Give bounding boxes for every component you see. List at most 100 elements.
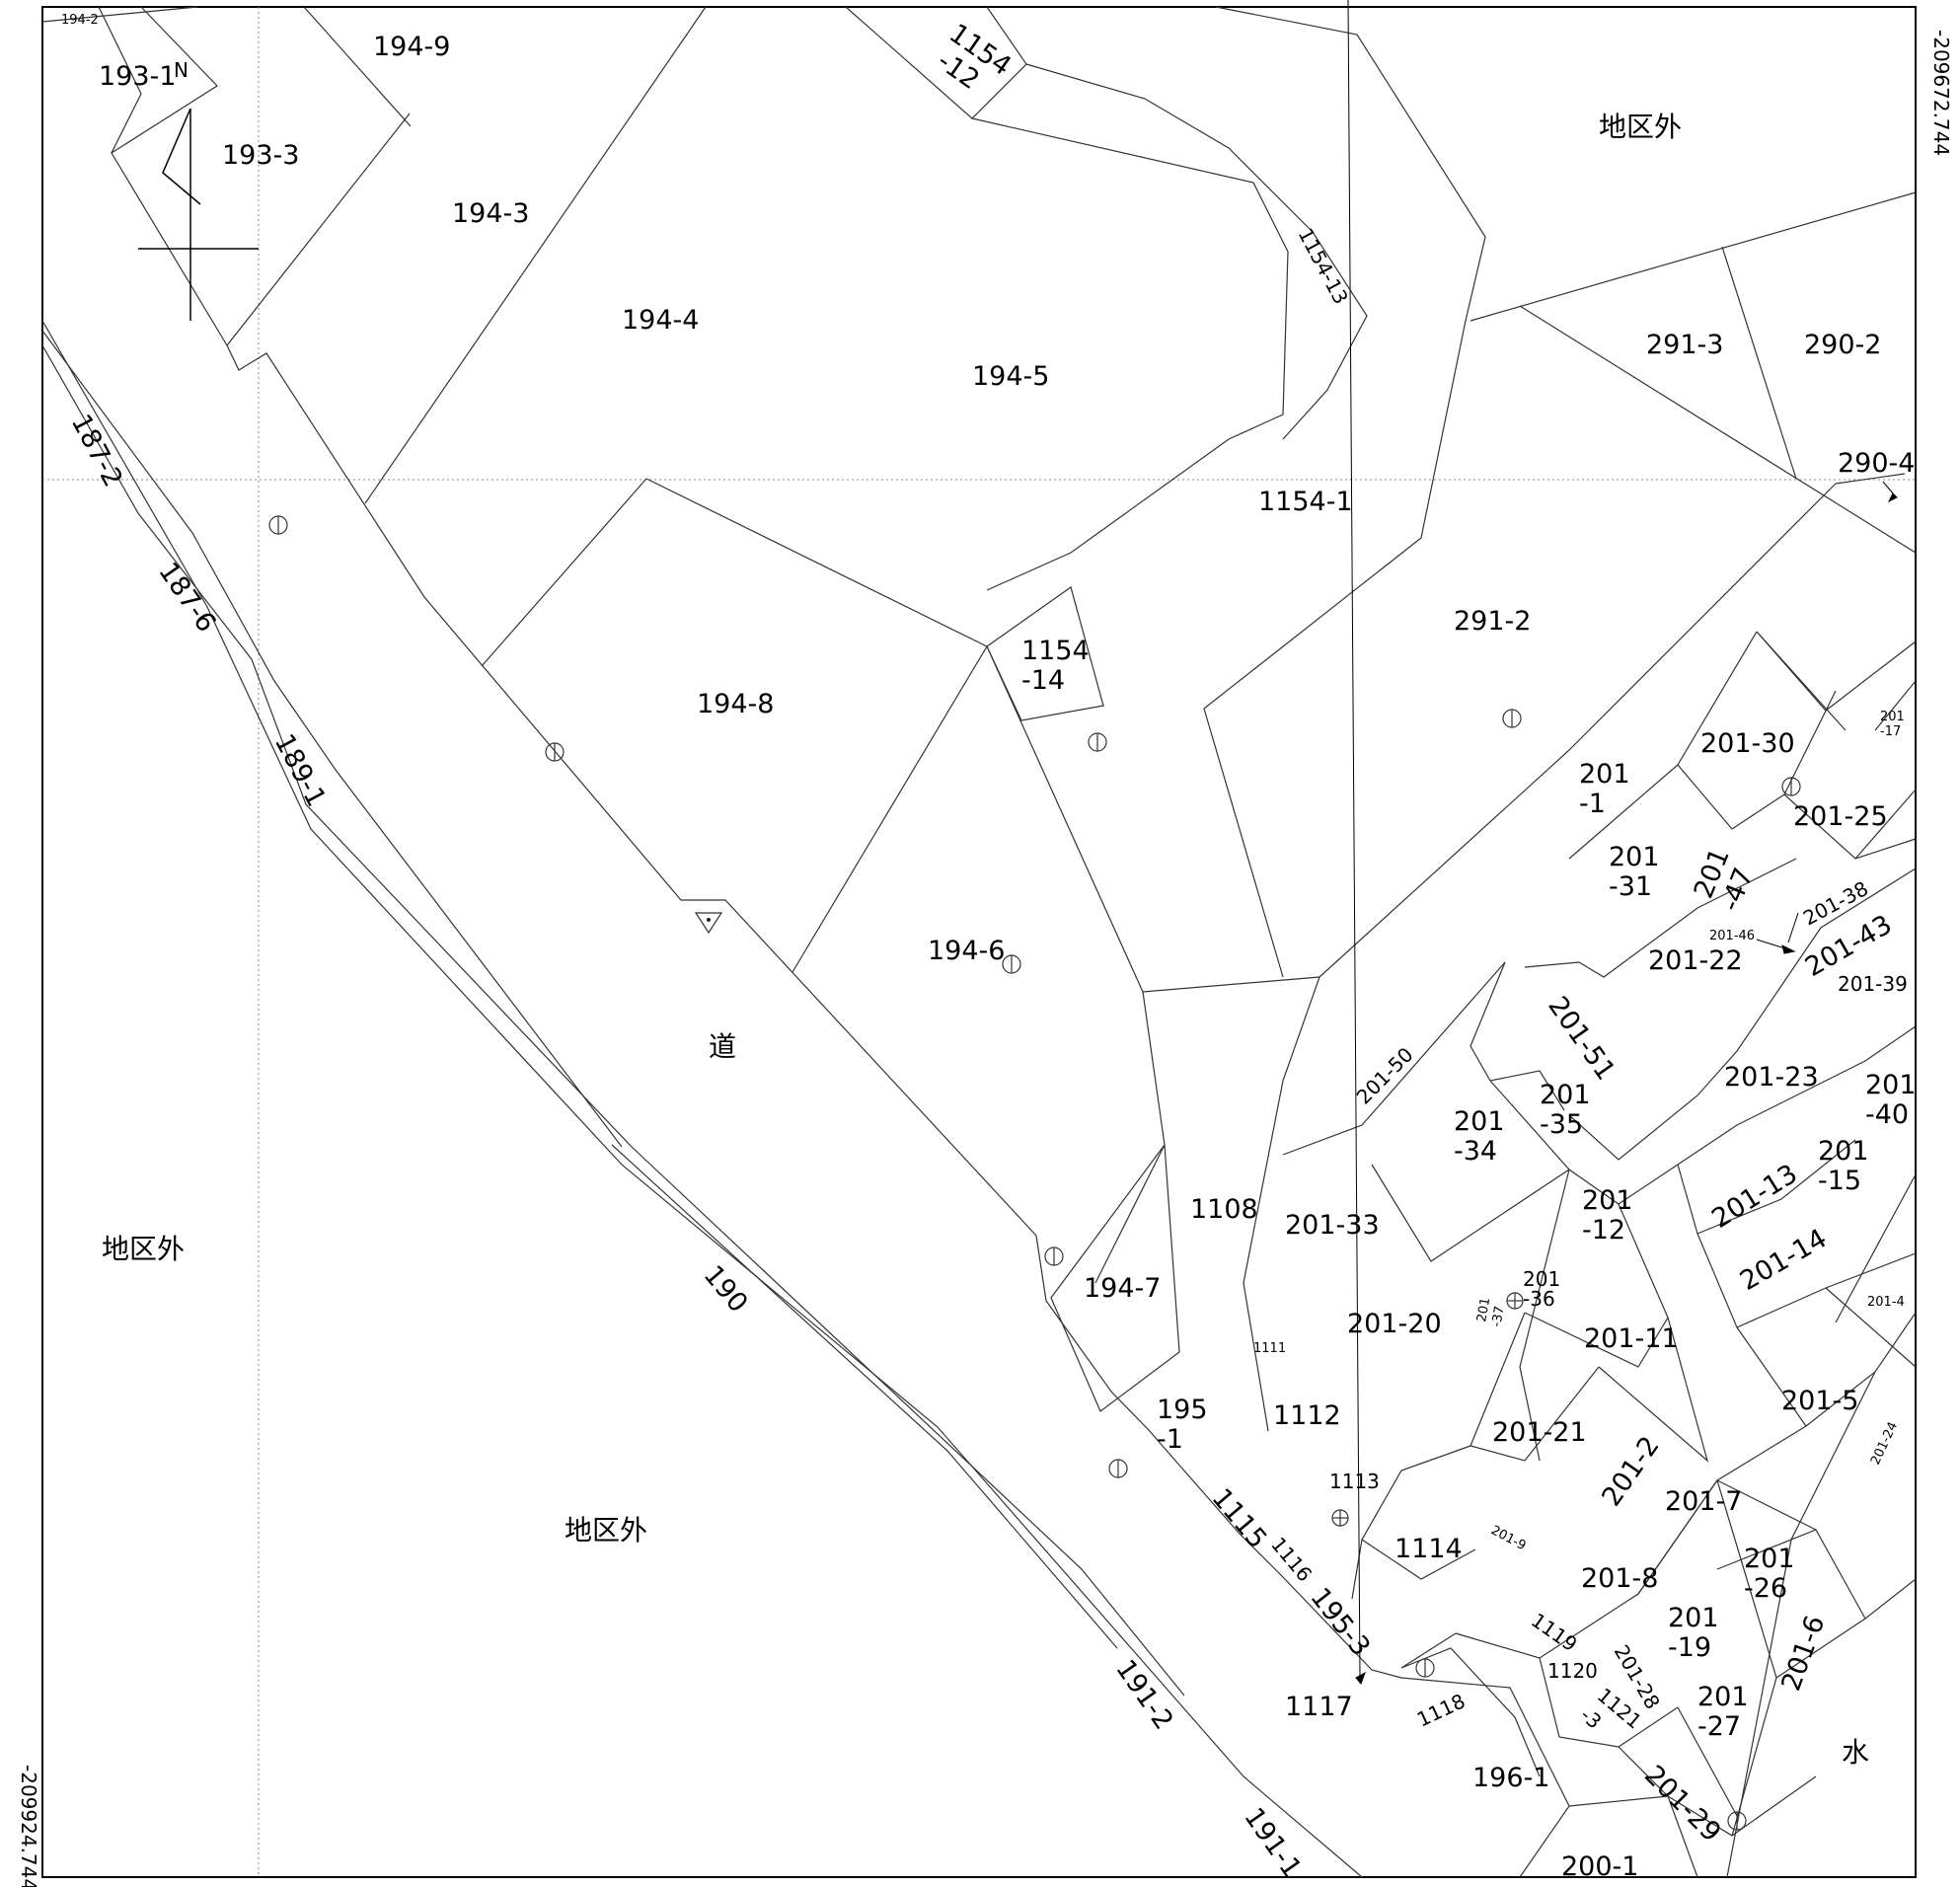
parcel-label: -26 xyxy=(1744,1573,1787,1604)
parcel-label: 201 xyxy=(1865,1070,1917,1100)
parcel-label: 194-7 xyxy=(1084,1273,1161,1304)
parcel-label: 201-13 xyxy=(1706,1159,1803,1235)
parcel-label: 290-4 xyxy=(1838,448,1915,479)
parcel-label: 195-3 xyxy=(1304,1582,1376,1662)
parcel-boundaries xyxy=(41,6,1917,1878)
parcel-label: 1118 xyxy=(1413,1689,1469,1731)
parcel-label: 194-6 xyxy=(928,936,1005,966)
parcel-label: 195 xyxy=(1157,1395,1208,1425)
parcel-label: 200-1 xyxy=(1561,1851,1638,1882)
coordinate-bottom-left: -209924.744 xyxy=(17,1765,40,1887)
parcel-label: -36 xyxy=(1523,1287,1555,1311)
parcel-label: -31 xyxy=(1609,871,1652,902)
parcel-label: -19 xyxy=(1668,1632,1711,1663)
map-frame xyxy=(41,6,1917,1878)
north-label: N xyxy=(174,58,188,82)
outside-district-label-bottom: 地区外 xyxy=(565,1514,647,1547)
parcel-label: 1120 xyxy=(1547,1659,1598,1683)
parcel-label: 201-23 xyxy=(1724,1062,1819,1093)
parcel-label: 201-6 xyxy=(1775,1612,1831,1695)
triangulation-point xyxy=(694,912,723,935)
parcel-label: -40 xyxy=(1865,1099,1909,1130)
parcel-label: 1115 xyxy=(1206,1483,1273,1555)
parcel-labels: 194-2 193-1 194-9 193-3 1154 -12 194-3 1… xyxy=(61,13,1917,1883)
parcel-label: 201-46 xyxy=(1709,929,1755,944)
parcel-label: 201-9 xyxy=(1488,1523,1528,1553)
parcel-label: 201-30 xyxy=(1700,728,1795,759)
survey-marker xyxy=(1727,1811,1747,1831)
water-label: 水 xyxy=(1842,1736,1869,1769)
outside-district-label-top: 地区外 xyxy=(1599,111,1682,143)
parcel-label: 1108 xyxy=(1190,1194,1258,1225)
parcel-label: 290-2 xyxy=(1804,330,1881,360)
parcel-label: 201-39 xyxy=(1838,972,1908,996)
leader-arrows xyxy=(1347,0,1898,1685)
survey-marker xyxy=(1415,1658,1435,1678)
parcel-label: 201 xyxy=(1474,1297,1493,1323)
parcel-label: 1111 xyxy=(1253,1341,1286,1356)
parcel-label: 1154-1 xyxy=(1258,487,1353,517)
parcel-label: 189-1 xyxy=(268,729,332,812)
parcel-label: 201-5 xyxy=(1781,1386,1858,1416)
parcel-label: 201-2 xyxy=(1596,1431,1665,1512)
parcel-label: 201 xyxy=(1582,1185,1633,1216)
parcel-label: 201 xyxy=(1668,1603,1719,1633)
parcel-label: 201-51 xyxy=(1542,991,1621,1086)
parcel-label: 191-2 xyxy=(1109,1654,1178,1735)
parcel-label: 194-4 xyxy=(622,305,699,336)
outside-district-label-left: 地区外 xyxy=(102,1233,185,1265)
parcel-label: 201-4 xyxy=(1867,1295,1905,1310)
parcel-label: 1154-13 xyxy=(1294,224,1353,308)
parcel-label: -1 xyxy=(1157,1424,1183,1455)
parcel-label: 201-8 xyxy=(1581,1563,1658,1594)
parcel-label: 201-22 xyxy=(1648,945,1743,976)
survey-marker xyxy=(1044,1246,1064,1266)
survey-marker xyxy=(1088,732,1107,752)
survey-marker xyxy=(1331,1509,1349,1527)
parcel-label: 194-2 xyxy=(61,13,99,28)
parcel-label: 201-25 xyxy=(1793,801,1888,832)
parcel-label: -15 xyxy=(1818,1166,1861,1196)
parcel-label: 201-14 xyxy=(1735,1223,1832,1297)
parcel-label: 201-21 xyxy=(1492,1417,1587,1448)
parcel-label: 194-5 xyxy=(972,361,1049,392)
parcel-label: 194-9 xyxy=(373,32,450,62)
parcel-label: 201 xyxy=(1523,1267,1560,1291)
parcel-label: 1113 xyxy=(1329,1470,1380,1493)
parcel-label: -34 xyxy=(1454,1136,1497,1167)
survey-marker xyxy=(1108,1459,1128,1478)
parcel-label: 201 xyxy=(1697,1682,1749,1712)
coordinate-top-right: -209672.744 xyxy=(1929,30,1953,156)
parcel-label: 187-6 xyxy=(152,557,221,638)
parcel-label: 191-1 xyxy=(1238,1802,1307,1883)
parcel-label: 201-20 xyxy=(1347,1309,1442,1339)
parcel-label: 201-11 xyxy=(1584,1323,1679,1354)
parcel-label: 194-8 xyxy=(697,689,774,719)
parcel-label: 1154 xyxy=(1021,636,1090,666)
parcel-label: -37 xyxy=(1489,1305,1507,1328)
parcel-label: 291-3 xyxy=(1646,330,1723,360)
parcel-label: 193-3 xyxy=(222,140,299,171)
parcel-label: 201 xyxy=(1579,759,1630,790)
parcel-label: 1116 xyxy=(1266,1533,1317,1586)
parcel-label: 194-3 xyxy=(452,198,529,229)
survey-marker xyxy=(1506,1292,1524,1310)
survey-marker xyxy=(1002,954,1021,974)
parcel-label: 190 xyxy=(698,1260,754,1319)
parcel-label: 201 xyxy=(1818,1136,1869,1167)
parcel-label: 201-24 xyxy=(1868,1420,1901,1468)
parcel-label: 1114 xyxy=(1395,1534,1463,1564)
parcel-label: 193-1 xyxy=(99,61,176,92)
parcel-label: -14 xyxy=(1021,665,1065,696)
parcel-label: 1117 xyxy=(1285,1692,1353,1722)
parcel-label: 201 xyxy=(1744,1544,1795,1574)
parcel-label: 187-2 xyxy=(65,410,128,492)
survey-marker xyxy=(1502,709,1522,728)
survey-marker xyxy=(268,515,288,535)
survey-markers xyxy=(268,515,1801,1831)
parcel-label: 1112 xyxy=(1273,1400,1341,1431)
parcel-label: 196-1 xyxy=(1472,1763,1549,1793)
road-label: 道 xyxy=(709,1030,736,1063)
parcel-label: 201 xyxy=(1454,1106,1505,1137)
